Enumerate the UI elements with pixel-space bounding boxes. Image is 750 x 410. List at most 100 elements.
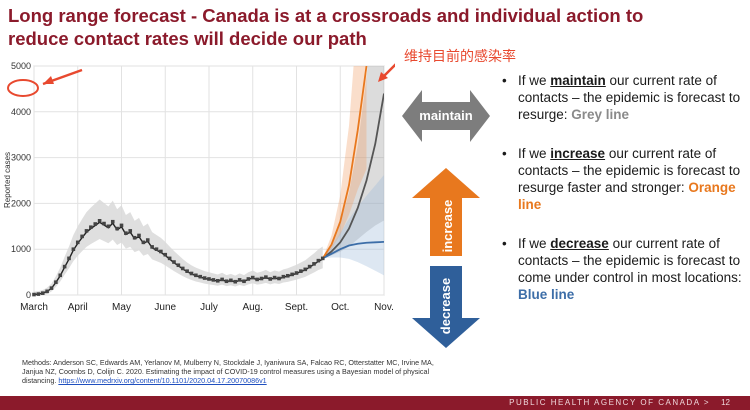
- x-tick-label: Oct.: [331, 302, 349, 313]
- observed-point: [45, 289, 49, 294]
- observed-point: [185, 269, 189, 273]
- observed-point: [80, 234, 84, 239]
- observed-point: [202, 276, 207, 280]
- x-tick-label: Sept.: [285, 302, 308, 313]
- observed-point: [62, 264, 67, 269]
- observed-point: [110, 219, 115, 224]
- observed-point: [154, 247, 159, 251]
- bullet-text: If we: [518, 73, 551, 88]
- observed-point: [312, 262, 316, 266]
- x-tick-label: June: [154, 302, 176, 313]
- blue-line-label: Blue line: [518, 287, 575, 302]
- maintain-line: [322, 93, 384, 260]
- observed-point: [215, 279, 220, 283]
- observed-point: [89, 225, 93, 230]
- increase-arrow: increase: [412, 168, 480, 256]
- highlight-circle: [7, 79, 39, 97]
- annotation-arrowhead-right: [378, 72, 388, 82]
- bullet-keyword: decrease: [550, 236, 609, 251]
- observed-point: [106, 224, 111, 229]
- methods-text: Methods: Anderson SC, Edwards AM, Yerlan…: [22, 358, 434, 385]
- observed-point: [176, 263, 181, 268]
- observed-point: [97, 219, 102, 223]
- observed-point: [207, 277, 211, 281]
- observed-points: [32, 219, 325, 297]
- observed-point: [49, 286, 54, 290]
- x-tick-label: March: [20, 302, 48, 313]
- decrease-label: decrease: [438, 278, 453, 334]
- x-tick-labels: March April May June July Aug. Sept. Oct. Nov.: [20, 302, 394, 313]
- observed-point: [40, 291, 45, 295]
- x-tick-label: April: [68, 302, 88, 313]
- observed-point: [159, 249, 163, 254]
- observed-point: [141, 240, 146, 245]
- y-tick-label: 5000: [11, 62, 31, 71]
- bullet-keyword: maintain: [550, 73, 606, 88]
- observed-point: [194, 273, 198, 278]
- observed-point: [150, 245, 154, 249]
- chinese-annotation: 维持目前的感染率: [404, 49, 516, 65]
- observed-point: [75, 240, 80, 245]
- bullet-increase: • If we increase our current rate of con…: [500, 145, 745, 213]
- y-tick-label: 2000: [11, 198, 31, 208]
- y-tick-label: 4000: [11, 107, 31, 117]
- observed-point: [189, 271, 194, 276]
- x-tick-label: July: [200, 302, 218, 313]
- observed-point: [224, 279, 229, 284]
- maintain-arrow: maintain: [402, 90, 490, 142]
- increase-band: [322, 66, 367, 259]
- observed-point: [58, 273, 63, 278]
- fit-band: [34, 199, 323, 295]
- slide-title: Long range forecast - Canada is at a cro…: [8, 5, 644, 49]
- observed-point: [119, 223, 124, 228]
- observed-point: [124, 231, 128, 235]
- y-tick-label: 0: [26, 290, 31, 300]
- observed-point: [198, 274, 203, 279]
- y-tick-labels: 0 1000 2000 3000 4000 5000: [11, 62, 31, 300]
- observed-point: [246, 277, 251, 281]
- bullet-text: our current rate of contacts – the epide…: [518, 73, 741, 122]
- observed-point: [294, 271, 299, 275]
- observed-point: [233, 279, 238, 284]
- grid-lines: [33, 65, 385, 296]
- increase-line: [321, 66, 368, 259]
- methods-citation: Methods: Anderson SC, Edwards AM, Yerlan…: [22, 358, 452, 385]
- observed-point: [167, 256, 172, 261]
- observed-point: [277, 276, 281, 281]
- page-number: 12: [721, 398, 730, 407]
- observed-point: [290, 272, 294, 277]
- footer-bar: [0, 396, 750, 410]
- scenario-arrows: maintain increase decrease: [402, 90, 490, 348]
- y-tick-label: 1000: [11, 244, 31, 254]
- observed-point: [163, 252, 168, 257]
- observed-point: [115, 226, 119, 231]
- annotation-arrowhead-left: [43, 76, 54, 84]
- observed-point: [145, 238, 150, 242]
- observed-point: [281, 274, 286, 279]
- observed-point: [102, 221, 106, 226]
- observed-point: [320, 256, 325, 261]
- observed-point: [32, 292, 36, 297]
- observed-point: [137, 233, 141, 238]
- methods-link[interactable]: https://www.medrxiv.org/content/10.1101/…: [58, 376, 267, 385]
- decrease-line: [322, 240, 384, 260]
- x-tick-label: May: [112, 302, 131, 313]
- decrease-arrow: decrease: [412, 266, 480, 348]
- bullet-text: our current rate of contacts – the epide…: [518, 146, 741, 195]
- bullet-keyword: increase: [550, 146, 606, 161]
- observed-point: [272, 275, 277, 280]
- footer-agency: PUBLIC HEALTH AGENCY OF CANADA >: [509, 398, 710, 407]
- observed-point: [307, 264, 312, 269]
- observed-point: [229, 278, 233, 283]
- bullet-dot: •: [502, 236, 507, 251]
- observed-point: [316, 258, 321, 263]
- y-tick-label: 3000: [11, 153, 31, 163]
- bullet-decrease: • If we decrease our current rate of con…: [500, 235, 745, 303]
- observed-point: [71, 247, 76, 251]
- increase-label: increase: [440, 200, 455, 253]
- bullet-text: our current rate of contacts – the epide…: [518, 236, 742, 285]
- observed-point: [242, 279, 246, 284]
- observed-point: [255, 277, 259, 282]
- observed-point: [93, 222, 98, 226]
- observed-point: [268, 277, 273, 281]
